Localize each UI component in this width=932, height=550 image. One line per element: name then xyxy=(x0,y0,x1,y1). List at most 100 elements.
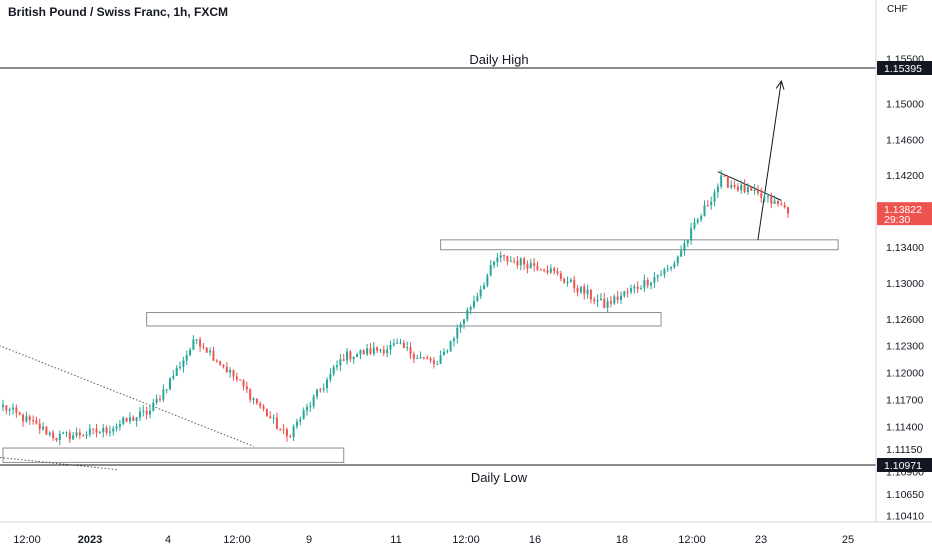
trendline-layer xyxy=(0,79,785,471)
candle-body xyxy=(506,256,509,262)
candle-body xyxy=(332,367,335,374)
currency-label: CHF xyxy=(887,4,908,15)
candle-body xyxy=(586,289,589,294)
candle-body xyxy=(128,417,131,422)
candle-body xyxy=(539,269,542,271)
candle-body xyxy=(563,278,566,283)
price-axis[interactable]: 1.155001.150001.146001.142001.138001.134… xyxy=(875,0,932,522)
candle-body xyxy=(185,355,188,361)
candle-body xyxy=(623,291,626,296)
candle-body xyxy=(15,407,18,413)
candle-body xyxy=(122,417,125,424)
candle-body xyxy=(726,176,729,188)
candle-body xyxy=(519,258,522,266)
candle-body xyxy=(452,338,455,341)
candle-body xyxy=(369,348,372,354)
candle-body xyxy=(138,411,141,418)
candle-body xyxy=(359,350,362,355)
candle-body xyxy=(740,184,743,191)
candle-body xyxy=(279,428,282,430)
price-tick-label: 1.13000 xyxy=(886,278,924,290)
candle-body xyxy=(18,412,21,415)
price-tick-label: 1.11150 xyxy=(886,444,923,456)
candle-body xyxy=(686,240,689,244)
candle-body xyxy=(493,261,496,266)
candle-body xyxy=(643,280,646,289)
candle-body xyxy=(55,437,58,441)
price-tick-label: 1.10650 xyxy=(886,489,924,501)
candle-body xyxy=(12,407,15,410)
candle-body xyxy=(65,432,68,434)
candle-body xyxy=(5,405,8,411)
candle-body xyxy=(473,300,475,308)
candle-body xyxy=(249,389,252,400)
candle-body xyxy=(32,419,35,421)
candle-body xyxy=(352,357,355,360)
candle-body xyxy=(202,346,205,348)
candle-body xyxy=(362,350,365,355)
candle-body xyxy=(182,360,185,367)
projection-arrow-head xyxy=(775,79,785,90)
candle-body xyxy=(58,433,61,441)
candle-body xyxy=(546,270,549,273)
candle-body xyxy=(596,300,599,302)
candle-body xyxy=(88,428,91,435)
candle-body xyxy=(342,359,345,361)
candle-body xyxy=(683,243,686,251)
candle-body xyxy=(750,187,753,191)
candle-body xyxy=(696,219,699,223)
candle-body xyxy=(736,186,739,191)
price-tick-label: 1.14600 xyxy=(886,134,924,146)
candle-body xyxy=(766,196,769,198)
candle-body xyxy=(132,417,135,422)
candle-body xyxy=(566,282,569,284)
candle-body xyxy=(219,361,222,365)
candle-body xyxy=(690,228,693,241)
candle-layer xyxy=(2,170,789,446)
candle-body xyxy=(733,184,736,187)
time-tick-label: 23 xyxy=(755,534,767,546)
time-tick-label: 12:00 xyxy=(223,534,251,546)
time-tick-label: 18 xyxy=(616,534,628,546)
candle-body xyxy=(108,431,111,433)
candle-body xyxy=(529,263,532,269)
candle-body xyxy=(706,205,709,207)
current-price-tag-countdown: 29:30 xyxy=(884,214,910,226)
candle-body xyxy=(212,350,215,361)
projection-arrow xyxy=(757,80,782,240)
candle-body xyxy=(326,379,329,389)
price-tick-label: 1.11400 xyxy=(886,422,923,434)
candle-body xyxy=(22,414,25,422)
candle-body xyxy=(259,403,262,407)
candle-body xyxy=(312,396,315,407)
candle-body xyxy=(576,287,579,293)
candle-body xyxy=(710,201,713,206)
support-zone-box xyxy=(2,447,345,463)
candle-body xyxy=(199,339,202,347)
time-tick-label: 2023 xyxy=(78,534,102,546)
time-axis[interactable]: 12:00 2023 4 12:00 9 11 12:00 16 18 12:00 23 25 xyxy=(0,521,932,546)
candle-body xyxy=(469,307,472,310)
candle-body xyxy=(135,417,138,422)
candle-body xyxy=(700,215,703,220)
candle-body xyxy=(75,432,78,436)
candle-body xyxy=(743,184,746,193)
candle-body xyxy=(730,184,733,188)
candle-body xyxy=(42,426,45,430)
candle-body xyxy=(533,263,536,266)
candle-body xyxy=(222,364,225,367)
candle-body xyxy=(386,349,389,354)
price-tick-label: 1.15000 xyxy=(886,98,924,110)
current-price-tag: 1.13822 xyxy=(884,204,922,216)
candle-body xyxy=(442,351,445,356)
candle-body xyxy=(245,386,248,390)
candle-body xyxy=(780,203,783,206)
candle-body xyxy=(45,426,48,435)
symbol-title[interactable]: British Pound / Swiss Franc, 1h, FXCM xyxy=(8,5,229,19)
candle-body xyxy=(513,260,516,262)
candle-body xyxy=(265,408,268,417)
candle-body xyxy=(459,324,462,328)
candle-body xyxy=(476,296,479,301)
candle-body xyxy=(399,342,402,344)
